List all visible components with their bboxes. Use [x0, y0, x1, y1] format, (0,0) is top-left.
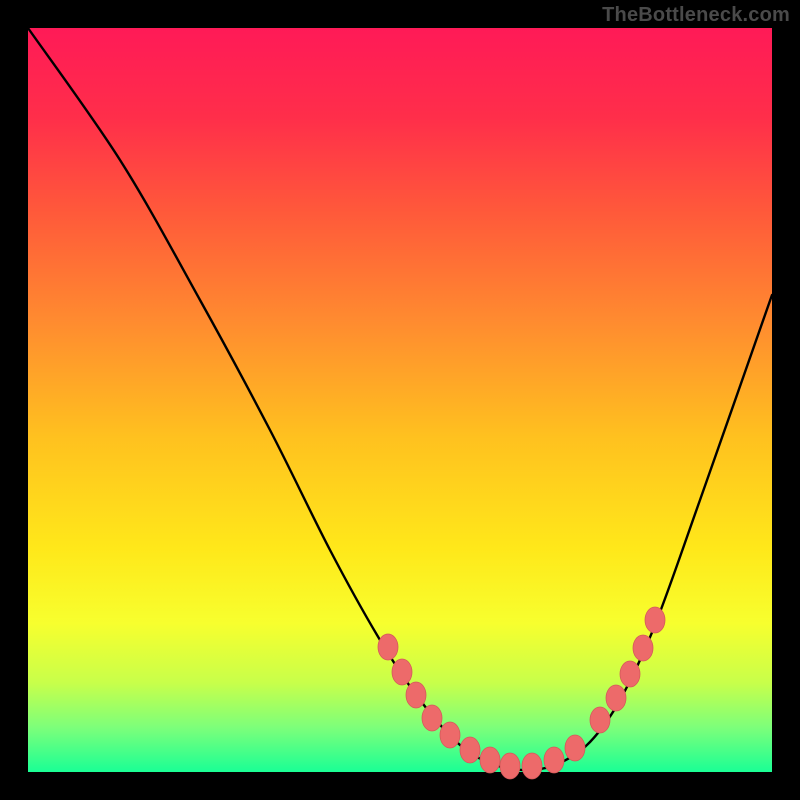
data-marker: [392, 659, 412, 685]
bottleneck-chart: [0, 0, 800, 800]
data-marker: [460, 737, 480, 763]
watermark-label: TheBottleneck.com: [602, 4, 790, 27]
data-marker: [422, 705, 442, 731]
data-marker: [522, 753, 542, 779]
data-marker: [406, 682, 426, 708]
data-marker: [480, 747, 500, 773]
data-marker: [500, 753, 520, 779]
data-marker: [440, 722, 460, 748]
data-marker: [544, 747, 564, 773]
chart-stage: TheBottleneck.com: [0, 0, 800, 800]
data-marker: [606, 685, 626, 711]
data-marker: [645, 607, 665, 633]
data-marker: [590, 707, 610, 733]
data-marker: [565, 735, 585, 761]
data-marker: [633, 635, 653, 661]
data-marker: [620, 661, 640, 687]
data-marker: [378, 634, 398, 660]
